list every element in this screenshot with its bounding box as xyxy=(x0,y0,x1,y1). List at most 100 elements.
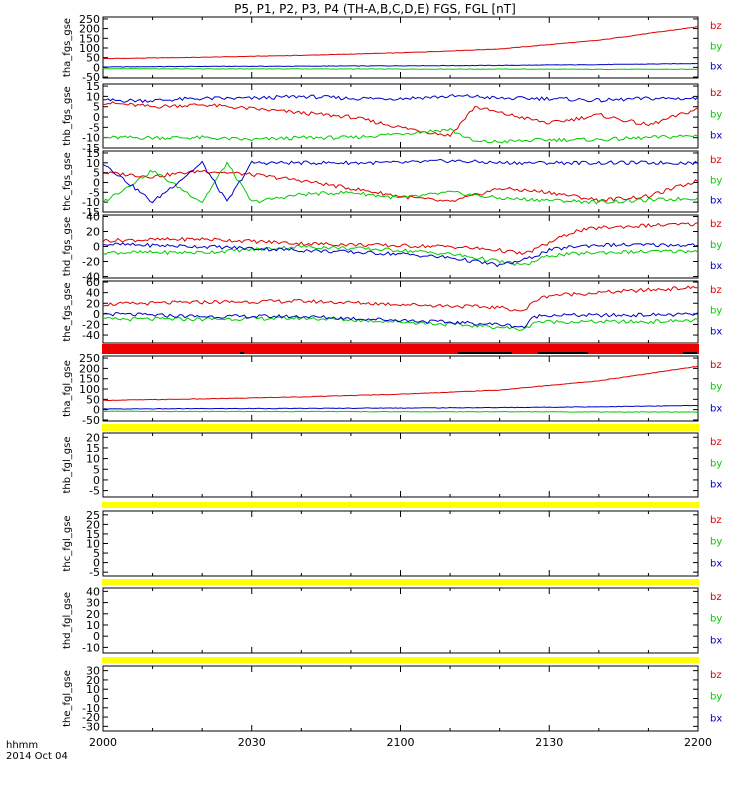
y-tick-label: 15 xyxy=(86,147,100,160)
y-tick-label: -40 xyxy=(82,271,100,284)
y-tick-label: 15 xyxy=(86,80,100,93)
legend-bx: bx xyxy=(710,403,722,414)
y-tick-label: -20 xyxy=(82,256,100,269)
legend-by: by xyxy=(710,41,722,52)
series-line-bx xyxy=(102,94,699,104)
y-tick-label: 15 xyxy=(86,442,100,455)
time-format-label: hhmm xyxy=(6,740,39,751)
y-axis-label: thc_fgl_gse xyxy=(62,515,73,571)
legend-bx: bx xyxy=(710,261,722,272)
y-tick-label: -5 xyxy=(89,121,100,134)
y-tick-label: -30 xyxy=(82,720,100,733)
legend-bz: bz xyxy=(710,437,722,448)
y-tick-label: -20 xyxy=(82,711,100,724)
y-tick-label: 60 xyxy=(86,276,100,289)
series-line-by xyxy=(102,161,699,205)
legend-bx: bx xyxy=(710,131,722,142)
legend-by: by xyxy=(710,109,722,120)
y-tick-label: 50 xyxy=(86,393,100,406)
y-tick-label: 150 xyxy=(79,32,100,45)
legend-by: by xyxy=(710,382,722,393)
y-tick-label: -50 xyxy=(82,414,100,427)
panel-frame xyxy=(102,510,699,577)
x-tick-label: 2200 xyxy=(684,736,712,749)
series-line-by xyxy=(103,67,699,71)
legend-bx: bx xyxy=(710,713,722,724)
y-tick-label: 20 xyxy=(86,297,100,310)
legend-bx: bx xyxy=(710,635,722,646)
y-tick-label: -15 xyxy=(82,142,100,155)
y-tick-label: 30 xyxy=(86,665,100,678)
flag-segment-0 xyxy=(240,352,244,354)
y-tick-label: 20 xyxy=(86,226,100,239)
legend-bx: bx xyxy=(710,558,722,569)
legend-bz: bz xyxy=(710,155,722,166)
series-line-by xyxy=(102,315,699,332)
panel-frame xyxy=(102,665,699,732)
y-axis-label: thb_fgl_gse xyxy=(62,437,73,494)
series-line-by xyxy=(102,410,699,413)
y-tick-label: 10 xyxy=(86,90,100,103)
panel-frame xyxy=(102,432,699,498)
date-label: 2014 Oct 04 xyxy=(6,751,68,762)
y-tick-label: 40 xyxy=(86,211,100,224)
y-axis-label: thc_fgs_gse xyxy=(62,152,73,211)
y-tick-label: 150 xyxy=(79,373,100,386)
y-tick-label: 5 xyxy=(93,463,100,476)
y-tick-label: 0 xyxy=(93,474,100,487)
series-line-bz xyxy=(102,26,699,60)
flag-bar-yellow-1 xyxy=(102,502,699,508)
legend-by: by xyxy=(710,692,722,703)
legend-bz: bz xyxy=(710,21,722,32)
y-tick-label: 5 xyxy=(93,101,100,114)
y-axis-label: thd_fgl_gse xyxy=(62,592,73,649)
y-tick-label: 20 xyxy=(86,674,100,687)
flag-bar-red xyxy=(102,344,699,354)
legend-by: by xyxy=(710,614,722,625)
panel-frame xyxy=(102,83,699,149)
series-line-bz xyxy=(102,365,699,401)
legend-bz: bz xyxy=(710,219,722,230)
y-tick-label: -15 xyxy=(82,206,100,219)
y-tick-label: 15 xyxy=(86,528,100,541)
y-tick-label: 40 xyxy=(86,585,100,598)
series-line-bz xyxy=(102,169,699,203)
y-tick-label: 5 xyxy=(93,167,100,180)
y-tick-label: 10 xyxy=(86,538,100,551)
x-tick-label: 2130 xyxy=(535,736,563,749)
series-line-by xyxy=(102,244,699,267)
y-tick-label: 0 xyxy=(93,693,100,706)
y-axis-label: the_fgs_gse xyxy=(62,282,73,341)
y-tick-label: 0 xyxy=(93,111,100,124)
legend-by: by xyxy=(710,537,722,548)
y-tick-label: 0 xyxy=(93,404,100,417)
y-tick-label: 0 xyxy=(93,61,100,74)
flag-bar-yellow-0 xyxy=(102,424,699,431)
series-line-bx xyxy=(102,312,699,329)
series-line-bx xyxy=(102,158,699,204)
y-tick-label: -20 xyxy=(82,318,100,331)
y-tick-label: -10 xyxy=(82,702,100,715)
legend-bz: bz xyxy=(710,670,722,681)
legend-bx: bx xyxy=(710,326,722,337)
x-tick-label: 2030 xyxy=(238,736,266,749)
y-tick-label: 40 xyxy=(86,287,100,300)
y-tick-label: 10 xyxy=(86,453,100,466)
legend-bx: bx xyxy=(710,62,722,73)
chart-title: P5, P1, P2, P3, P4 (TH-A,B,C,D,E) FGS, F… xyxy=(234,2,516,16)
y-tick-label: -5 xyxy=(89,485,100,498)
y-tick-label: 250 xyxy=(79,13,100,26)
series-line-bz xyxy=(102,222,699,256)
flag-bar-yellow-2 xyxy=(102,579,699,585)
flag-segment-3 xyxy=(683,352,697,354)
series-line-by xyxy=(103,128,699,144)
legend-by: by xyxy=(710,240,722,251)
y-tick-label: 20 xyxy=(86,518,100,531)
y-tick-label: 25 xyxy=(86,509,100,522)
y-tick-label: 30 xyxy=(86,597,100,610)
y-axis-label: tha_fgs_gse xyxy=(62,18,73,77)
y-tick-label: 0 xyxy=(93,630,100,643)
y-tick-label: 0 xyxy=(93,557,100,570)
legend-bz: bz xyxy=(710,88,722,99)
